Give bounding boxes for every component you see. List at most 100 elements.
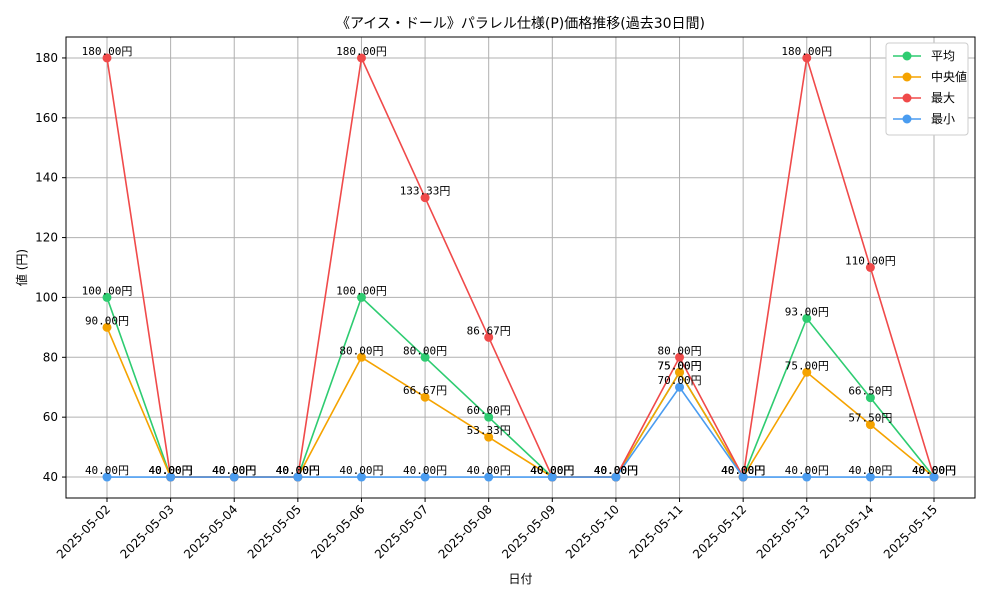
data-point — [802, 53, 812, 63]
data-point — [102, 472, 112, 482]
data-point — [929, 472, 939, 482]
data-point — [293, 472, 303, 482]
legend-box — [885, 42, 969, 136]
data-point — [611, 472, 621, 482]
plot-frame — [65, 36, 976, 499]
data-label: 80.00円 — [339, 344, 383, 357]
data-label: 40.00円 — [594, 464, 638, 477]
series-line — [107, 385, 934, 478]
data-label: 180.00円 — [336, 45, 387, 58]
data-label: 80.00円 — [403, 344, 447, 357]
legend-entry-label: 中央値 — [931, 69, 967, 84]
x-tick-label: 2025-05-07 — [372, 502, 431, 561]
data-label: 40.00円 — [912, 464, 956, 477]
data-label: 40.00円 — [848, 464, 892, 477]
legend-entry-label: 平均 — [931, 49, 955, 63]
data-point — [484, 332, 494, 342]
x-tick-label: 2025-05-02 — [54, 502, 113, 561]
data-point — [420, 352, 430, 362]
data-label: 40.00円 — [339, 464, 383, 477]
data-point — [229, 472, 239, 482]
data-point — [865, 472, 875, 482]
legend-swatch-marker — [902, 72, 912, 82]
x-axis-title: 日付 — [508, 572, 532, 586]
data-label: 40.00円 — [149, 464, 193, 477]
chart-title: 《アイス・ドール》パラレル仕様(P)価格推移(過去30日間) — [336, 16, 705, 32]
data-label: 40.00円 — [721, 464, 765, 477]
legend-swatch-marker — [902, 51, 912, 61]
data-label: 75.00円 — [785, 359, 829, 372]
series-line — [106, 296, 935, 479]
data-label: 40.00円 — [276, 464, 320, 477]
data-label: 40.00円 — [212, 464, 256, 477]
data-label: 40.00円 — [276, 464, 320, 477]
x-tick-label: 2025-05-05 — [245, 502, 304, 561]
data-point — [166, 472, 176, 482]
data-point — [102, 53, 112, 63]
data-label: 110.00円 — [845, 255, 896, 268]
data-label: 40.00円 — [530, 464, 574, 477]
data-point — [420, 392, 430, 402]
data-point — [865, 263, 875, 272]
data-label: 40.00円 — [912, 464, 956, 477]
data-point — [356, 352, 366, 362]
series-layer — [102, 53, 939, 482]
x-tick-label: 2025-05-13 — [754, 502, 813, 561]
data-point — [356, 292, 366, 302]
x-tick-label: 2025-05-15 — [881, 502, 940, 561]
data-label: 40.00円 — [149, 464, 193, 477]
data-label: 90.00円 — [85, 314, 129, 327]
y-tick-label: 60 — [43, 410, 58, 424]
data-label: 40.00円 — [212, 464, 256, 477]
data-label: 93.00円 — [785, 305, 829, 318]
y-tick-label: 100 — [35, 290, 58, 304]
data-label: 40.00円 — [530, 464, 574, 477]
data-point — [675, 367, 685, 377]
data-label: 180.00円 — [82, 45, 133, 58]
data-label: 40.00円 — [530, 464, 574, 477]
data-point — [802, 472, 812, 482]
series-line — [106, 55, 935, 480]
data-label: 40.00円 — [149, 464, 193, 477]
x-tick-label: 2025-05-03 — [118, 502, 177, 561]
data-point — [484, 432, 494, 442]
grid — [66, 37, 975, 498]
x-tick-label: 2025-05-10 — [563, 502, 622, 561]
x-tick-label: 2025-05-11 — [626, 502, 685, 561]
data-label: 40.00円 — [403, 464, 447, 477]
data-point — [547, 472, 557, 482]
y-axis-title: 値 (円) — [14, 249, 29, 286]
series-line — [106, 327, 935, 479]
x-tick-label: 2025-05-04 — [181, 502, 240, 561]
x-tick-label: 2025-05-12 — [690, 502, 749, 561]
data-label: 40.00円 — [85, 464, 129, 477]
data-label: 75.00円 — [657, 359, 701, 372]
data-label: 86.67円 — [467, 324, 511, 337]
data-label: 53.33円 — [467, 424, 511, 437]
data-label: 40.00円 — [594, 464, 638, 477]
data-label: 70.00円 — [657, 374, 701, 387]
x-tick-label: 2025-05-08 — [436, 502, 495, 561]
data-point — [865, 420, 875, 430]
data-point — [420, 193, 430, 203]
y-tick-label: 180 — [35, 51, 58, 65]
data-label: 40.00円 — [212, 464, 256, 477]
legend-entry-label: 最大 — [931, 91, 955, 105]
legend-swatch-marker — [902, 114, 912, 124]
data-point — [865, 393, 875, 403]
data-labels: 100.00円 40.00円 40.00円 40.00円 100.00円 80.00円 60… — [82, 45, 956, 477]
data-label: 40.00円 — [721, 464, 765, 477]
data-label: 40.00円 — [530, 464, 574, 477]
data-point — [356, 53, 366, 63]
data-label: 40.00円 — [721, 464, 765, 477]
data-label: 40.00円 — [721, 464, 765, 477]
data-label: 40.00円 — [594, 464, 638, 477]
data-point — [484, 472, 494, 482]
data-point — [675, 382, 685, 392]
legend-swatch-marker — [902, 93, 912, 103]
data-point — [675, 352, 685, 362]
data-label: 100.00円 — [336, 284, 387, 297]
data-label: 100.00円 — [82, 284, 133, 297]
data-label: 80.00円 — [657, 344, 701, 357]
x-tick-label: 2025-05-06 — [308, 502, 367, 561]
